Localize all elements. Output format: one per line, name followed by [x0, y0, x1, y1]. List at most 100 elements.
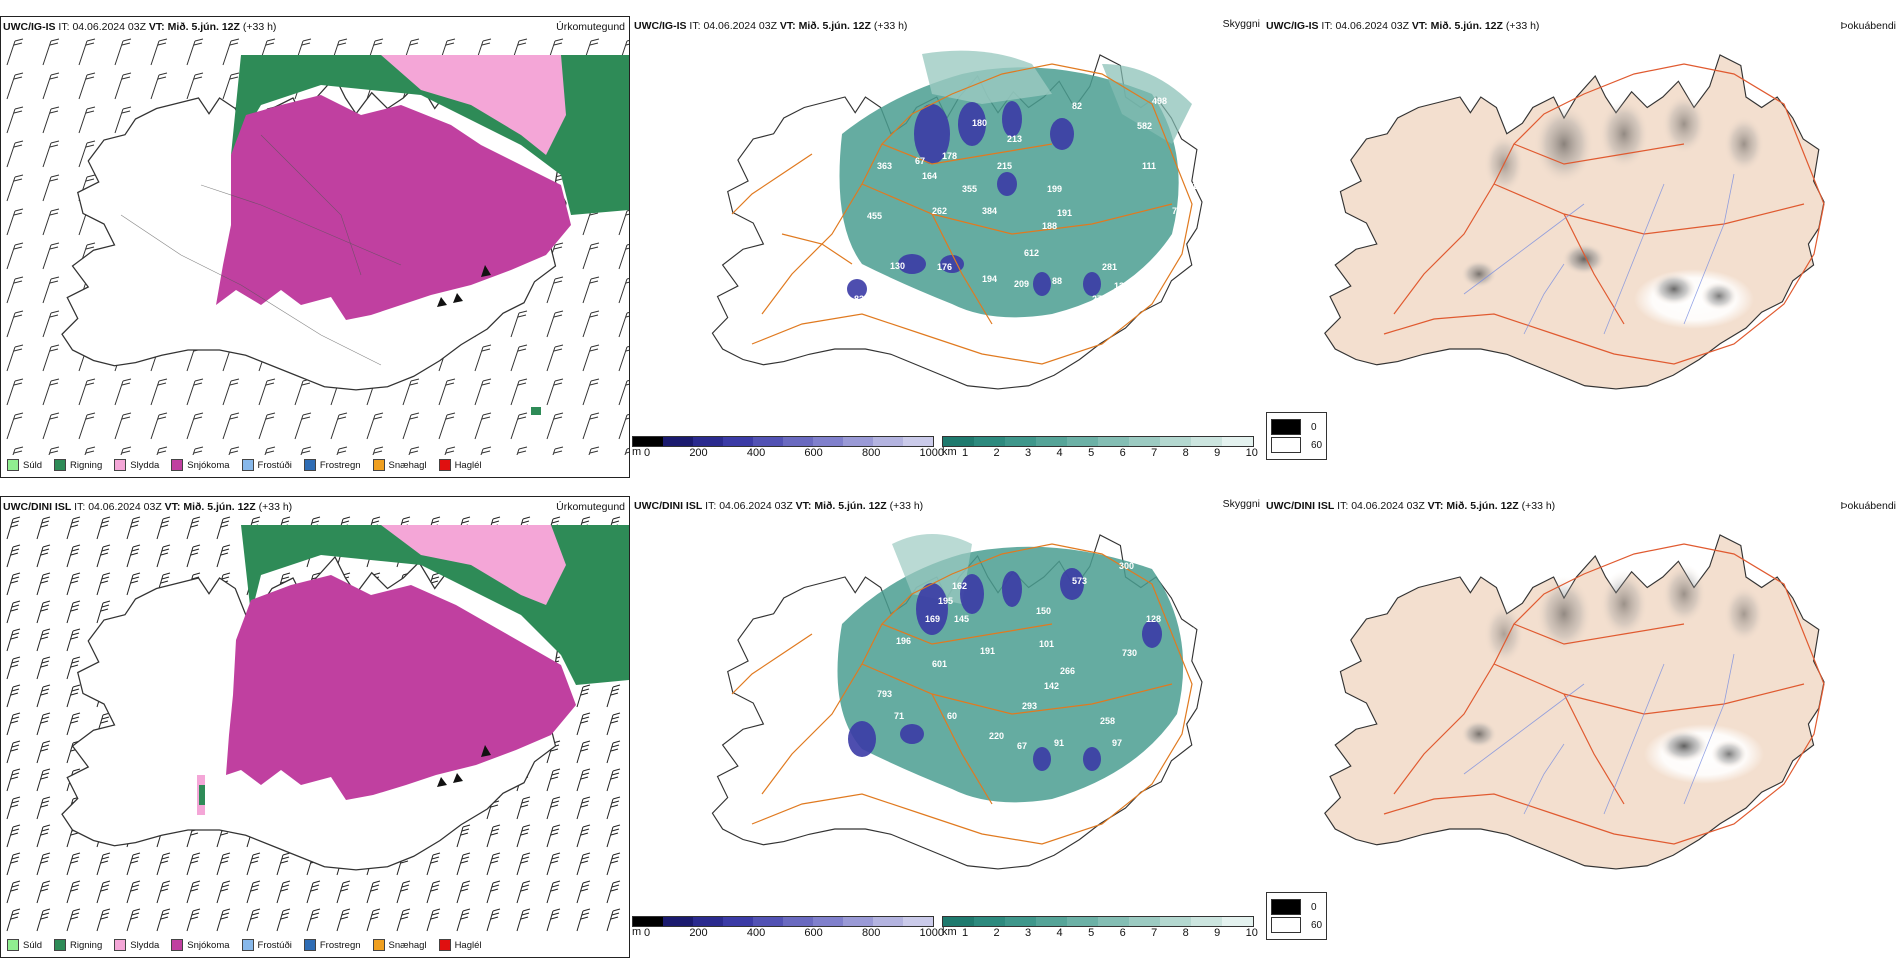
vis-label: 150 — [1036, 606, 1051, 616]
vis-label: 195 — [938, 596, 953, 606]
vis-label: 209 — [1014, 279, 1029, 289]
panel-title-bottom-fog: UWC/DINI ISL IT: 04.06.2024 03Z VT: Mið.… — [1266, 500, 1556, 512]
fog-panel-bottom: UWC/DINI ISL IT: 04.06.2024 03Z VT: Mið.… — [1264, 496, 1900, 936]
precip-type-label: Úrkomutegund — [556, 21, 625, 33]
vis-label: 56 — [873, 281, 883, 291]
fog-label: Þokuábendi — [1840, 500, 1896, 512]
vis-label: 262 — [932, 206, 947, 216]
fog-label: Þokuábendi — [1840, 20, 1896, 32]
legend-item-frostregn: Frostregn — [303, 459, 361, 471]
vis-label: 130 — [890, 261, 905, 271]
legend-item-haglel: Haglél — [438, 459, 482, 471]
vis-label: 128 — [1146, 614, 1161, 624]
precip-map — [1, 515, 629, 935]
vis-label: 196 — [896, 636, 911, 646]
precip-type-panel-bottom: UWC/DINI ISL IT: 04.06.2024 03Z VT: Mið.… — [0, 496, 630, 958]
vis-label: 188 — [1042, 221, 1057, 231]
vis-label: 220 — [989, 731, 1004, 741]
vis-label: 300 — [1119, 561, 1134, 571]
fog-legend-bottom: 0 60 — [1266, 892, 1328, 940]
vis-label: 97 — [1112, 738, 1122, 748]
vis-label: 191 — [1057, 208, 1072, 218]
legend-item-haglel: Haglél — [438, 939, 482, 951]
legend-item-snjokoma: Snjókoma — [171, 459, 230, 471]
vis-label: 273 — [1092, 294, 1107, 304]
legend-item-rigning: Rigning — [54, 459, 102, 471]
legend-item-snaehagl: Snæhagl — [372, 459, 427, 471]
panel-title-bottom-vis: UWC/DINI ISL IT: 04.06.2024 03Z VT: Mið.… — [634, 500, 924, 512]
panel-title-top-precip: UWC/IG-IS IT: 04.06.2024 03Z VT: Mið. 5.… — [3, 21, 277, 33]
vis-label: 363 — [877, 161, 892, 171]
legend-item-frostudi: Frostúði — [241, 939, 292, 951]
vis-label: 164 — [922, 171, 937, 181]
vis-label: 213 — [1007, 134, 1022, 144]
fog-map — [1324, 54, 1825, 390]
visibility-label: Skyggni — [1222, 18, 1260, 30]
vis-label: 199 — [1047, 184, 1062, 194]
visibility-panel-top: UWC/IG-IS IT: 04.06.2024 03Z VT: Mið. 5.… — [632, 16, 1328, 460]
vis-label: 194 — [982, 274, 997, 284]
vis-label: 111 — [1142, 161, 1156, 171]
ceiling-colorbar-top: m 0 200 400 600 800 1000 — [632, 436, 944, 459]
vis-label: 162 — [952, 581, 967, 591]
legend-item-sudd: Súld — [7, 939, 42, 951]
ceiling-colorbar-bottom: m 0 200 400 600 800 1000 — [632, 916, 944, 939]
panel-title-top-vis: UWC/IG-IS IT: 04.06.2024 03Z VT: Mið. 5.… — [634, 20, 908, 32]
legend-item-slydda: Slydda — [114, 939, 159, 951]
legend-item-sudd: Súld — [7, 459, 42, 471]
vis-label: 756 — [1172, 206, 1187, 216]
legend-item-frostudi: Frostúði — [241, 459, 292, 471]
vis-label: 67 — [1017, 741, 1027, 751]
legend-item-snjokoma: Snjókoma — [171, 939, 230, 951]
vis-label: 793 — [877, 689, 892, 699]
vis-label: 67 — [915, 156, 925, 166]
legend-item-snaehagl: Snæhagl — [372, 939, 427, 951]
precip-type-label: Úrkomutegund — [556, 501, 625, 513]
precip-legend-bottom: Súld Rigning Slydda Snjókoma Frostúði Fr… — [7, 939, 482, 951]
vis-label: 612 — [1024, 248, 1039, 258]
vis-label: 582 — [1137, 121, 1152, 131]
vis-label: 91 — [1054, 738, 1064, 748]
vis-label: 384 — [982, 206, 997, 216]
panel-title-bottom-precip: UWC/DINI ISL IT: 04.06.2024 03Z VT: Mið.… — [3, 501, 293, 513]
vis-label: 191 — [980, 646, 995, 656]
precip-legend-top: Súld Rigning Slydda Snjókoma Frostúði Fr… — [7, 459, 482, 471]
ceiling-colorbar-cells — [632, 436, 934, 447]
vis-label: 281 — [1102, 262, 1117, 272]
vis-label: 83 — [854, 294, 864, 304]
vis-label: 258 — [1180, 626, 1195, 636]
vis-label: 355 — [962, 184, 977, 194]
vis-label: 258 — [1100, 716, 1115, 726]
fog-panel-top: UWC/IG-IS IT: 04.06.2024 03Z VT: Mið. 5.… — [1264, 16, 1900, 456]
vis-label: 266 — [1060, 666, 1075, 676]
vis-label: 180 — [972, 118, 987, 128]
panel-title-top-fog: UWC/IG-IS IT: 04.06.2024 03Z VT: Mið. 5.… — [1266, 20, 1540, 32]
vis-label: 145 — [954, 614, 969, 624]
vis-label: 215 — [997, 161, 1012, 171]
legend-item-slydda: Slydda — [114, 459, 159, 471]
vis-label: 176 — [937, 262, 952, 272]
vis-label: 178 — [942, 151, 957, 161]
vis-label: 132 — [1114, 281, 1129, 291]
legend-item-frostregn: Frostregn — [303, 939, 361, 951]
visibility-colorbar-top: km 1 2 3 4 5 6 7 8 9 10 — [942, 436, 1258, 459]
vis-label: 293 — [1022, 701, 1037, 711]
fog-map — [1324, 534, 1825, 870]
vis-label: 455 — [867, 211, 882, 221]
vis-label: 142 — [1044, 681, 1059, 691]
vis-label: 131 — [903, 288, 918, 298]
vis-label: 312 — [1187, 181, 1202, 191]
vis-label: 573 — [1072, 576, 1087, 586]
visibility-map: 498 363 82 582 180 213 111 312 67 178 21… — [711, 50, 1203, 390]
visibility-colorbar-bottom: km 1 2 3 4 5 6 7 8 9 10 — [942, 916, 1258, 939]
precip-type-panel-top: UWC/IG-IS IT: 04.06.2024 03Z VT: Mið. 5.… — [0, 16, 630, 478]
vis-label: 498 — [1152, 96, 1167, 106]
visibility-panel-bottom: UWC/DINI ISL IT: 04.06.2024 03Z VT: Mið.… — [632, 496, 1328, 940]
visibility-label: Skyggni — [1222, 498, 1260, 510]
vis-label: 60 — [947, 711, 957, 721]
visibility-map: 300 162 573 195 169 145 150 128 258 196 … — [711, 534, 1203, 870]
vis-label: 71 — [894, 711, 904, 721]
vis-label: 169 — [925, 614, 940, 624]
vis-label: 88 — [1052, 276, 1062, 286]
vis-label: 601 — [932, 659, 947, 669]
